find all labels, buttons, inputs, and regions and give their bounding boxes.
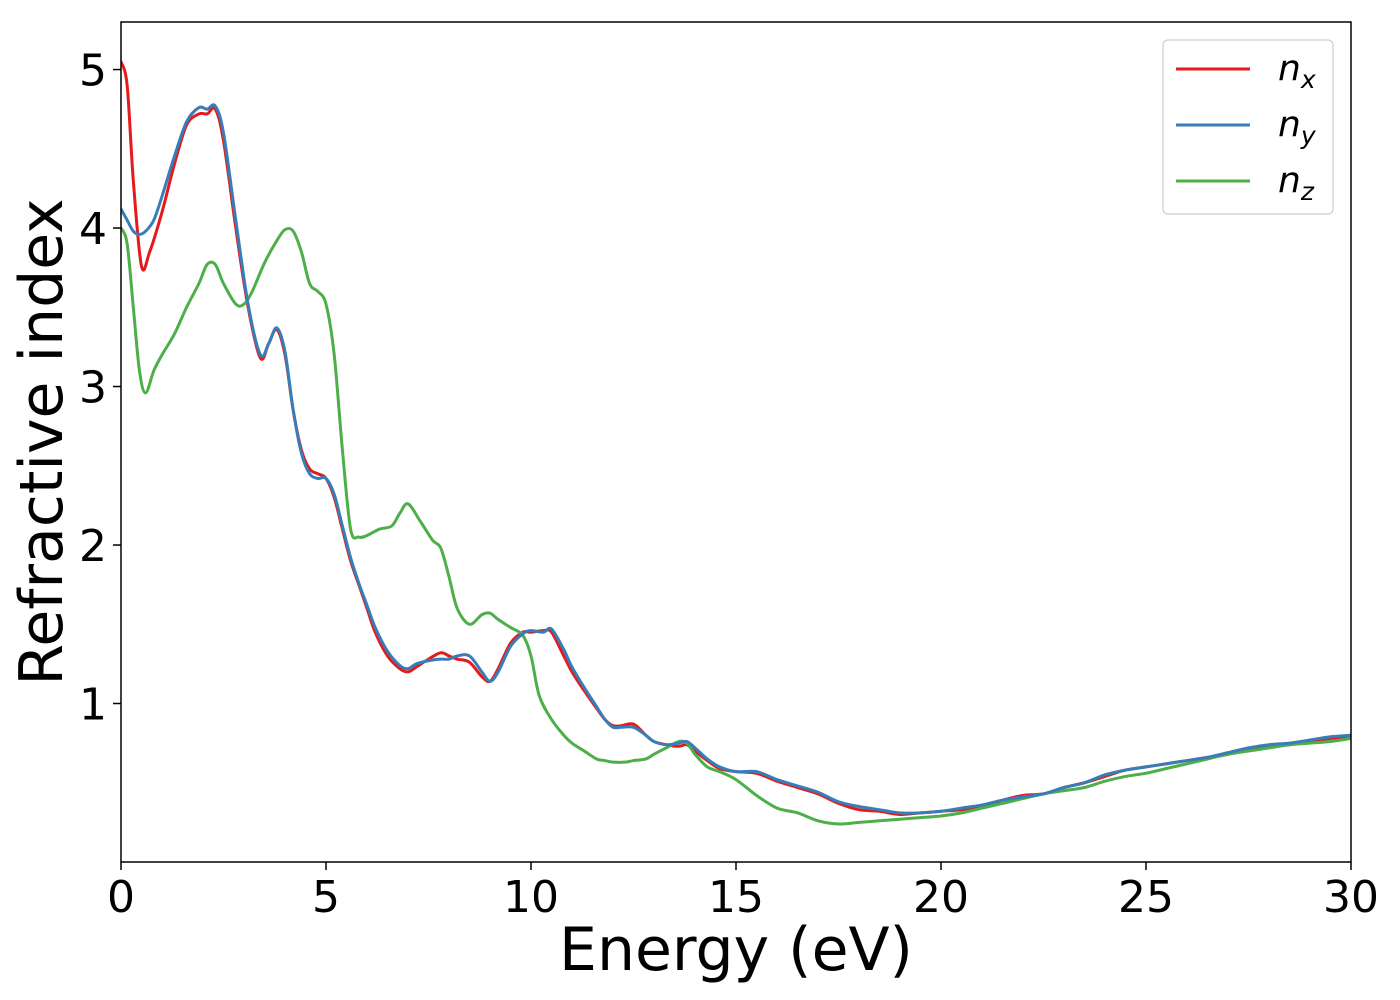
x-tick-label: 15 — [708, 872, 764, 923]
y-tick-label: 5 — [79, 46, 107, 97]
legend-label-nz: nz — [1278, 160, 1315, 206]
x-tick-label: 30 — [1323, 872, 1379, 923]
ticks-layer: 0 5 10 15 20 25 30 1 2 3 4 5 — [79, 46, 1379, 923]
y-axis-title: Refractive index — [7, 198, 77, 685]
x-tick-label: 25 — [1118, 872, 1174, 923]
legend-label-nx: nx — [1278, 48, 1316, 94]
legend-label-ny: ny — [1278, 104, 1317, 150]
x-axis-title: Energy (eV) — [559, 915, 913, 985]
legend-box — [1162, 39, 1334, 215]
series-line-nz — [121, 226, 1351, 826]
y-tick-label: 2 — [79, 521, 107, 572]
x-tick-label: 10 — [503, 872, 559, 923]
y-tick-label: 4 — [79, 204, 107, 255]
x-tick-label: 20 — [913, 872, 969, 923]
y-tick-label: 3 — [79, 363, 107, 414]
x-tick-label: 5 — [312, 872, 340, 923]
y-tick-label: 1 — [79, 680, 107, 731]
series-line-ny — [121, 103, 1351, 815]
x-tick-label: 0 — [107, 872, 135, 923]
legend: nx ny nz — [1162, 39, 1334, 215]
series-layer — [121, 60, 1351, 826]
